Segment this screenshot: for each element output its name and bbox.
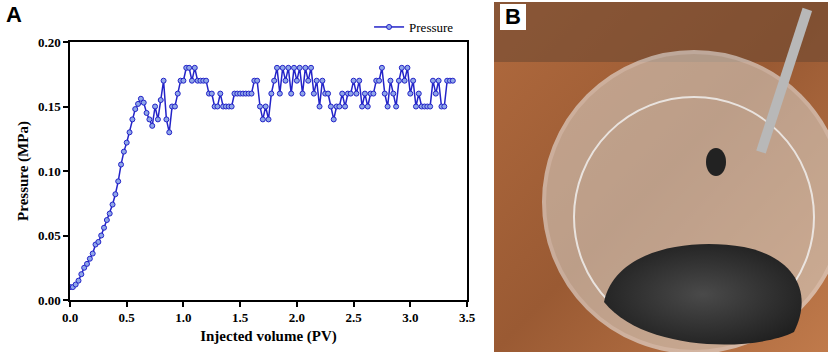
svg-text:0.15: 0.15 [38, 99, 61, 114]
svg-text:0.10: 0.10 [38, 164, 61, 179]
svg-text:1.5: 1.5 [232, 310, 249, 325]
svg-text:Injected volume (PV): Injected volume (PV) [200, 328, 337, 345]
svg-text:3.0: 3.0 [402, 310, 418, 325]
html-text:B: B [505, 4, 521, 29]
svg-text:Pressure (MPa): Pressure (MPa) [15, 121, 32, 221]
svg-text:0.0: 0.0 [62, 310, 78, 325]
svg-text:2.0: 2.0 [289, 310, 305, 325]
svg-text:0.00: 0.00 [38, 293, 61, 308]
svg-text:0.05: 0.05 [38, 228, 61, 243]
svg-text:Pressure: Pressure [409, 20, 453, 35]
html-text:A: A [6, 2, 22, 27]
svg-text:3.5: 3.5 [459, 310, 476, 325]
svg-text:0.5: 0.5 [119, 310, 136, 325]
svg-text:2.5: 2.5 [345, 310, 362, 325]
svg-text:1.0: 1.0 [175, 310, 191, 325]
svg-text:0.20: 0.20 [38, 35, 61, 50]
